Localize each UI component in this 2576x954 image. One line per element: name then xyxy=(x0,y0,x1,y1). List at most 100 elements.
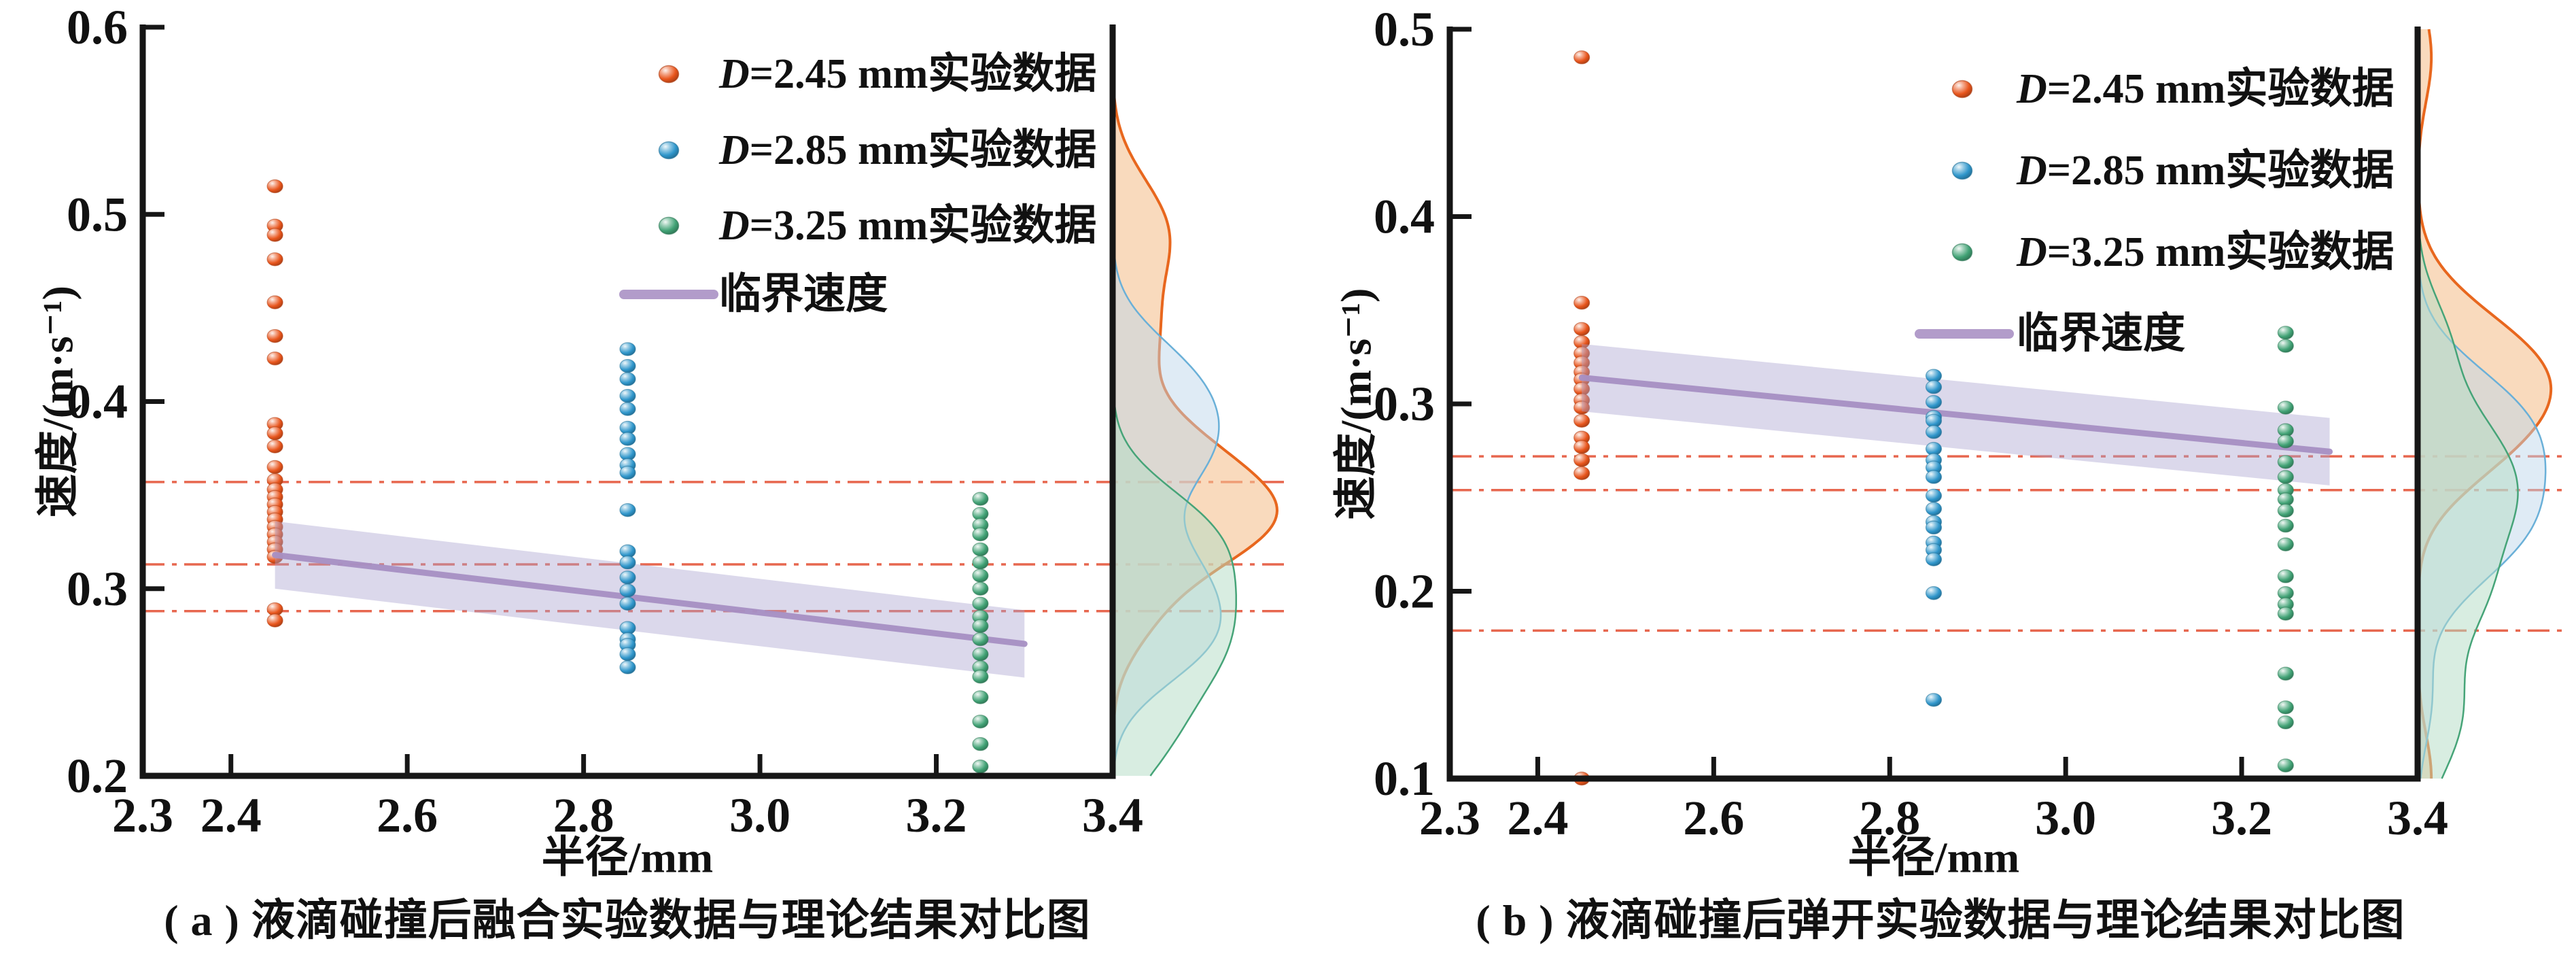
y-tick-label: 0.1 xyxy=(1374,751,1435,806)
reference-lines xyxy=(143,481,1288,613)
scatter-point xyxy=(619,372,636,386)
x-tick-label: 2.8 xyxy=(1859,791,1920,845)
scatter-point xyxy=(2277,607,2294,621)
legend-marker-dot xyxy=(1951,161,1973,180)
scatter-point xyxy=(619,556,636,570)
scatter-chart-bounce: 0.1 0.2 0.3 0.4 0.5 2.3 2.4 2.6 2.8 3.0 3.2 3.4 半径/m… xyxy=(1332,2,2566,882)
series-points-3 xyxy=(2277,326,2294,772)
legend-marker-dot xyxy=(658,65,680,84)
legend-marker-dot xyxy=(658,216,680,235)
scatter-point xyxy=(972,568,989,583)
scatter-point xyxy=(266,613,283,628)
scatter-point xyxy=(266,426,283,441)
legend: D=2.45 mm实验数据 D=2.85 mm实验数据 D=3.25 mm实验数据临… xyxy=(619,50,1096,318)
scatter-point xyxy=(972,737,989,751)
x-tick-label: 2.6 xyxy=(1683,791,1744,845)
legend-label: D=3.25 mm实验数据 xyxy=(718,202,1096,249)
scatter-point xyxy=(1925,425,1943,439)
legend-marker-dot xyxy=(1951,80,1973,99)
scatter-point xyxy=(266,228,283,242)
scatter-point xyxy=(1925,552,1943,566)
kde-fill-1 xyxy=(2418,29,2552,779)
x-tick-label: 2.4 xyxy=(201,788,262,842)
scatter-point xyxy=(619,660,636,675)
scatter-point xyxy=(2277,569,2294,583)
scatter-point xyxy=(619,432,636,446)
y-tick-label: 0.2 xyxy=(67,749,128,803)
series-points-2 xyxy=(619,342,636,675)
y-tick-label: 0.6 xyxy=(67,0,128,54)
axis-labels: 0.2 0.3 0.4 0.5 0.6 2.3 2.4 2.6 2.8 3.0 3.2 3.4 半径/m… xyxy=(34,0,1144,882)
scatter-point xyxy=(2277,700,2294,715)
kde-fill-3 xyxy=(1113,27,1236,776)
scatter-point xyxy=(2277,666,2294,681)
x-tick-label: 2.4 xyxy=(1507,791,1568,845)
x-tick-label: 2.3 xyxy=(1419,791,1480,845)
y-tick-label: 0.2 xyxy=(1374,564,1435,619)
scatter-point xyxy=(1573,440,1590,454)
marginal-density-panel xyxy=(1111,27,1279,777)
y-tick-label: 0.5 xyxy=(1374,2,1435,56)
scatter-point xyxy=(2277,537,2294,551)
scatter-point xyxy=(266,328,283,343)
scatter-point xyxy=(972,596,989,611)
scatter-point xyxy=(2277,401,2294,415)
scatter-point xyxy=(619,596,636,611)
legend: D=2.45 mm实验数据 D=2.85 mm实验数据 D=3.25 mm实验数据临… xyxy=(1915,65,2394,357)
y-tick-label: 0.3 xyxy=(67,562,128,616)
legend-label: D=2.85 mm实验数据 xyxy=(2016,147,2394,194)
scatter-point xyxy=(619,402,636,416)
scatter-point xyxy=(1925,380,1943,394)
legend-label: D=2.45 mm实验数据 xyxy=(2016,65,2394,112)
scatter-point xyxy=(2277,339,2294,353)
scatter-point xyxy=(1925,502,1943,516)
y-tick-label: 0.5 xyxy=(67,187,128,241)
scatter-point xyxy=(1573,466,1590,481)
legend-label: 临界速度 xyxy=(2017,310,2185,357)
critical-velocity-line xyxy=(1578,374,2333,455)
axes xyxy=(1446,27,2421,782)
scatter-point xyxy=(972,632,989,647)
caption-panel-b: ( b ) 液滴碰撞后弹开实验数据与理论结果对比图 xyxy=(1476,896,2405,944)
series-points-1 xyxy=(1573,50,1590,786)
legend-marker-dot xyxy=(1951,243,1973,262)
x-tick-label: 3.0 xyxy=(729,788,790,842)
scatter-point xyxy=(2277,503,2294,518)
scatter-point xyxy=(1925,488,1943,503)
scatter-point xyxy=(2277,758,2294,772)
scatter-point xyxy=(2277,518,2294,533)
scatter-point xyxy=(2277,326,2294,340)
scatter-point xyxy=(619,342,636,356)
x-tick-label: 3.2 xyxy=(906,788,967,842)
x-tick-label: 3.4 xyxy=(1082,788,1143,842)
x-axis-title: 半径/mm xyxy=(1848,834,2019,882)
scatter-point xyxy=(972,669,989,684)
x-axis-title: 半径/mm xyxy=(542,834,713,882)
scatter-point xyxy=(972,690,989,704)
reference-lines xyxy=(1450,455,2566,632)
scatter-point xyxy=(1925,693,1943,707)
scatter-point xyxy=(1573,322,1590,336)
scatter-point xyxy=(1573,50,1590,65)
scatter-point xyxy=(1573,413,1590,428)
x-tick-label: 3.4 xyxy=(2387,791,2448,845)
scatter-point xyxy=(619,502,636,517)
scatter-point xyxy=(266,295,283,309)
scatter-chart-fusion: 0.2 0.3 0.4 0.5 0.6 2.3 2.4 2.6 2.8 3.0 3.2 3.4 半径/m… xyxy=(34,0,1288,882)
series-points-2 xyxy=(1925,369,1943,707)
scatter-point xyxy=(972,542,989,557)
scatter-point xyxy=(266,460,283,475)
scatter-point xyxy=(266,252,283,267)
kde-fill-3 xyxy=(2418,29,2518,779)
axes xyxy=(139,24,1116,779)
caption-panel-a: ( a ) 液滴碰撞后融合实验数据与理论结果对比图 xyxy=(164,896,1091,944)
x-tick-label: 2.3 xyxy=(112,788,173,842)
scatter-point xyxy=(1925,520,1943,535)
y-tick-label: 0.3 xyxy=(1374,377,1435,431)
scatter-point xyxy=(972,527,989,542)
y-tick-label: 0.4 xyxy=(67,375,128,429)
legend-label: D=3.25 mm实验数据 xyxy=(2016,228,2394,275)
y-axis-title: 速度/(m·s⁻¹) xyxy=(34,286,82,517)
y-axis-title: 速度/(m·s⁻¹) xyxy=(1332,288,1380,520)
scatter-point xyxy=(619,647,636,662)
